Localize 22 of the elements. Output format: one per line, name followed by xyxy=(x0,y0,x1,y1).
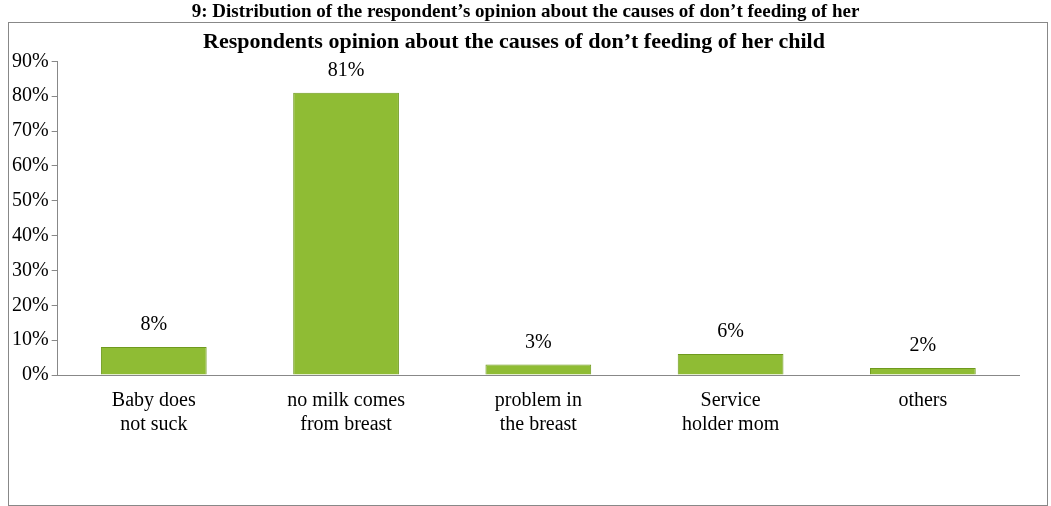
data-label: 3% xyxy=(524,329,552,352)
y-tick-label: 0% xyxy=(21,362,49,385)
y-tick-label: 10% xyxy=(11,327,49,350)
x-tick-label: no milk comes from breast xyxy=(287,388,406,435)
data-label: 2% xyxy=(909,333,937,356)
y-tick-label: 30% xyxy=(11,257,49,280)
chart-title: Respondents opinion about the causes of don’t feeding of her child xyxy=(203,27,825,53)
y-tick-label: 40% xyxy=(11,222,49,245)
y-tick-label: 80% xyxy=(11,83,49,106)
data-label: 6% xyxy=(717,319,744,342)
y-tick-label: 90% xyxy=(11,48,49,71)
data-label: 8% xyxy=(140,312,168,335)
x-tick-label: others xyxy=(898,388,948,411)
text: 9: Distribution of the respondent’s opinion about the causes of don’t feeding of her xyxy=(190,0,861,22)
y-tick-label: 20% xyxy=(11,292,49,315)
x-tick-label: Baby does not suck xyxy=(111,388,196,435)
x-tick-label: Service holder mom xyxy=(681,388,780,435)
y-tick-label: 50% xyxy=(11,188,49,211)
data-label: 81% xyxy=(327,58,365,81)
y-tick-label: 60% xyxy=(11,153,49,176)
x-tick-label: problem in the breast xyxy=(494,388,582,435)
y-tick-label: 70% xyxy=(11,118,49,141)
